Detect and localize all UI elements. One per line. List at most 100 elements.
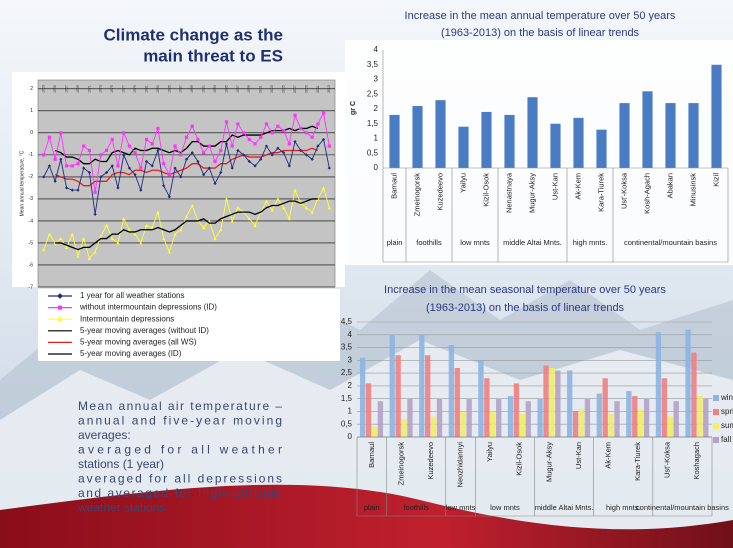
point bbox=[247, 137, 251, 142]
x-tick-label: Nenastnaya bbox=[504, 172, 513, 213]
description-line: stations (1 year) bbox=[78, 457, 164, 471]
x-tick-label: 2013 bbox=[327, 85, 331, 93]
x-tick-label: Zmeinogorsk bbox=[412, 173, 421, 217]
bar bbox=[614, 401, 620, 437]
x-tick-label: Kizil bbox=[711, 173, 720, 187]
bar bbox=[667, 416, 673, 437]
bar bbox=[484, 378, 490, 437]
point bbox=[270, 208, 274, 212]
x-tick-label: Neozhidannyi bbox=[456, 442, 465, 488]
bar bbox=[458, 126, 469, 168]
legend-label: 5-year moving averages (all WS) bbox=[80, 338, 197, 347]
x-tick-label: 1969 bbox=[76, 85, 80, 93]
point bbox=[230, 144, 234, 148]
x-tick-label: 2005 bbox=[282, 85, 286, 93]
point bbox=[156, 210, 160, 214]
point bbox=[287, 217, 291, 221]
x-tick-label: Ust-Kan bbox=[550, 173, 559, 200]
point bbox=[70, 232, 74, 236]
x-tick-label: Ak-Kem bbox=[603, 442, 612, 469]
x-tick-label: 1979 bbox=[133, 85, 137, 93]
y-tick-label: -4 bbox=[29, 218, 34, 224]
point bbox=[104, 223, 109, 227]
legend-swatch bbox=[713, 437, 719, 443]
y-tick-label: -3 bbox=[29, 196, 34, 202]
point bbox=[139, 188, 143, 192]
point bbox=[122, 153, 126, 157]
point bbox=[99, 234, 103, 238]
point bbox=[219, 170, 223, 175]
bar bbox=[371, 426, 378, 437]
bar bbox=[572, 411, 579, 437]
bar bbox=[711, 64, 722, 168]
point bbox=[127, 166, 131, 170]
y-tick-label: 2 bbox=[348, 381, 353, 390]
point bbox=[224, 120, 229, 124]
bar bbox=[703, 398, 709, 437]
x-tick-label: 2003 bbox=[270, 85, 274, 93]
x-tick-label: 1989 bbox=[190, 85, 194, 93]
point bbox=[144, 137, 149, 142]
bar bbox=[425, 355, 431, 437]
y-tick-label: 0 bbox=[374, 163, 379, 172]
bar bbox=[412, 106, 423, 168]
bar bbox=[401, 419, 407, 437]
x-tick-label: Kara-Tiurek bbox=[596, 173, 605, 212]
y-tick-label: 3 bbox=[348, 355, 353, 364]
bar bbox=[619, 103, 630, 168]
y-tick-label: 4,5 bbox=[341, 317, 353, 326]
bar bbox=[688, 103, 699, 168]
point bbox=[173, 144, 177, 148]
bar bbox=[608, 414, 614, 437]
point bbox=[167, 250, 171, 254]
description-line: Mean annual air temperature – bbox=[78, 399, 282, 413]
x-tick-label: Yailyu bbox=[485, 442, 494, 462]
point bbox=[259, 135, 263, 139]
point bbox=[299, 148, 303, 153]
point bbox=[253, 142, 257, 146]
point bbox=[327, 206, 331, 210]
legend-label: 1 year for all weather stations bbox=[80, 291, 185, 300]
description-line: averaged for all weather bbox=[78, 443, 282, 457]
point bbox=[270, 131, 274, 135]
point bbox=[150, 164, 154, 168]
bar bbox=[359, 357, 366, 437]
point bbox=[184, 157, 189, 161]
point bbox=[104, 170, 109, 175]
point bbox=[219, 228, 223, 232]
point bbox=[253, 164, 257, 168]
x-tick-label: 1965 bbox=[53, 85, 57, 93]
legend-marker bbox=[58, 317, 62, 322]
point bbox=[59, 131, 63, 135]
point bbox=[156, 148, 160, 153]
x-tick-label: 2007 bbox=[293, 85, 297, 93]
point bbox=[299, 126, 303, 131]
x-tick-label: Yailyu bbox=[458, 173, 467, 193]
legend-label: 5-year moving averages (without ID) bbox=[80, 326, 209, 335]
group-label: middle Altai Mnts. bbox=[503, 238, 562, 247]
bar bbox=[661, 378, 668, 437]
point bbox=[127, 144, 131, 148]
point bbox=[207, 144, 211, 148]
point bbox=[82, 236, 86, 241]
description-line: averaged for all depressions bbox=[78, 472, 282, 486]
point bbox=[276, 146, 280, 150]
point bbox=[242, 153, 246, 157]
point bbox=[179, 153, 183, 157]
bar bbox=[419, 334, 425, 437]
point bbox=[150, 142, 154, 146]
x-tick-label: Minusinsk bbox=[688, 173, 697, 207]
y-tick-label: -2 bbox=[29, 174, 34, 180]
bar bbox=[573, 117, 584, 168]
point bbox=[150, 225, 154, 230]
point bbox=[281, 129, 286, 133]
bar bbox=[655, 332, 662, 437]
y-tick-label: 3,5 bbox=[367, 60, 379, 69]
point bbox=[162, 184, 166, 188]
bar bbox=[504, 114, 515, 168]
point bbox=[184, 135, 189, 139]
point bbox=[64, 186, 69, 190]
legend-label: spring bbox=[721, 407, 733, 416]
point bbox=[139, 241, 143, 245]
